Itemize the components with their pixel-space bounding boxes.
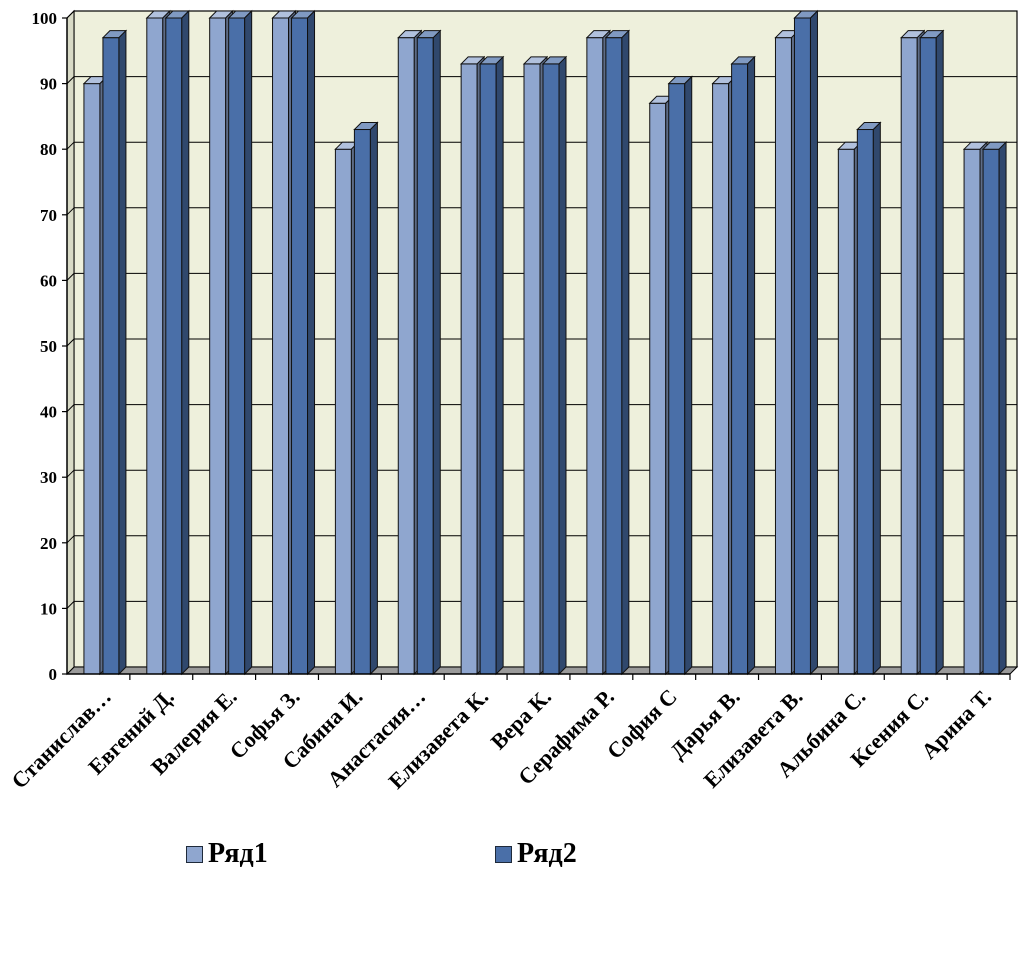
bar-front [668,83,686,675]
gridline-side [66,207,75,216]
gridline-side [66,535,75,544]
bar-side [809,9,818,676]
bar-front [102,37,120,675]
bar-front [353,129,371,675]
gridline-side [66,338,75,347]
gridline-side [66,404,75,412]
legend-label-series-1: Ряд1 [208,838,268,869]
bar-side [307,9,316,676]
bar-front [523,63,541,675]
bar [478,55,505,676]
bar-front [900,37,918,675]
bar [730,55,756,676]
legend-swatch-series-2 [495,845,512,863]
legend-item-series-2: Ряд2 [495,838,577,870]
y-tick-label: 50 [40,337,57,356]
bar-front [856,129,874,675]
bar-side [747,55,756,676]
bar [918,29,945,676]
bar-side [118,29,127,676]
bar-chart: 0102030405060708090100Станислав…Евгений … [6,9,1019,794]
bar-front [291,17,309,675]
bar [164,9,191,676]
legend-swatch-series-1 [186,845,203,863]
gridline-side [66,10,75,19]
bar-front [460,63,478,675]
bar-front [586,37,604,675]
x-tick-label: Арина Т. [916,684,996,764]
bar [101,29,128,676]
bar [227,9,253,676]
bar-front [542,63,560,675]
gridline-side [66,469,75,478]
gridline-side [66,76,75,84]
bar-side [432,29,441,676]
legend-item-series-1: Ряд1 [186,838,268,870]
legend-label-series-2: Ряд2 [517,838,577,869]
y-tick-label: 90 [40,75,57,94]
y-tick-label: 30 [40,468,57,487]
bars [82,9,1008,676]
bar-front [334,148,352,675]
bar-front [837,148,855,675]
bar-front [228,17,246,675]
bar [981,140,1008,676]
bar-front [982,148,1000,675]
bar-front [416,37,434,675]
bar-front [165,17,183,675]
bar-front [605,37,623,675]
bar-side [181,9,190,676]
legend: Ряд1 Ряд2 [0,838,1021,878]
bar [541,55,568,676]
y-tick-label: 70 [40,206,57,225]
bar-front [83,83,101,675]
bar [416,29,442,676]
bar-side [558,55,567,676]
bar [604,29,631,676]
bar-side [998,140,1007,676]
y-tick-label: 60 [40,271,57,290]
bar [667,75,693,676]
bar-front [793,17,811,675]
bar-front [479,63,497,675]
bar-side [621,29,630,676]
bar-side [495,55,504,676]
y-tick-label: 40 [40,403,57,422]
bar-front [146,17,164,675]
bar-side [872,121,881,676]
bar-front [649,102,667,675]
y-tick-label: 100 [32,9,58,28]
bar-front [963,148,981,675]
bar [290,9,316,676]
bar-front [774,37,792,675]
bar [793,9,819,676]
bar-front [209,17,227,675]
bar-front [712,83,730,675]
gridline-side [66,273,75,281]
bar [353,121,379,676]
bar-front [731,63,749,675]
y-tick-label: 80 [40,140,57,159]
gridline-side [66,141,75,150]
bar [856,121,882,676]
y-tick-label: 10 [40,599,57,618]
bar-side [684,75,693,676]
bar-side [369,121,378,676]
bar-side [244,9,253,676]
bar-front [397,37,415,675]
bar-side [935,29,944,676]
gridline-side [66,601,75,609]
y-tick-label: 0 [49,665,58,684]
bar-front [272,17,290,675]
bar-front [919,37,937,675]
y-tick-label: 20 [40,534,57,553]
